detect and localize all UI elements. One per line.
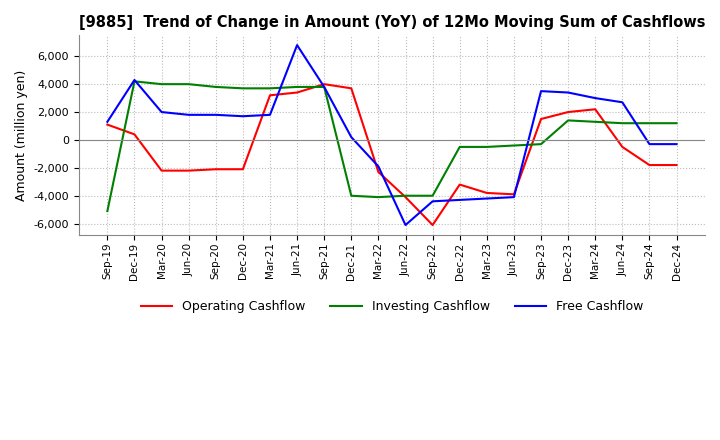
Investing Cashflow — [347, 193, 356, 198]
Operating Cashflow — [510, 192, 518, 197]
Investing Cashflow — [103, 209, 112, 214]
Operating Cashflow — [536, 117, 545, 122]
Free Cashflow — [320, 84, 328, 90]
Operating Cashflow — [212, 167, 220, 172]
Operating Cashflow — [320, 81, 328, 87]
Investing Cashflow — [618, 121, 626, 126]
Operating Cashflow — [401, 194, 410, 200]
Investing Cashflow — [672, 121, 681, 126]
Operating Cashflow — [157, 168, 166, 173]
Free Cashflow — [212, 112, 220, 117]
Operating Cashflow — [591, 106, 600, 112]
Investing Cashflow — [374, 194, 383, 200]
Free Cashflow — [536, 88, 545, 94]
Line: Free Cashflow: Free Cashflow — [107, 45, 677, 225]
Operating Cashflow — [564, 110, 572, 115]
Free Cashflow — [482, 196, 491, 201]
Free Cashflow — [184, 112, 193, 117]
Operating Cashflow — [374, 169, 383, 175]
Operating Cashflow — [238, 167, 247, 172]
Investing Cashflow — [130, 79, 139, 84]
Investing Cashflow — [482, 144, 491, 150]
Operating Cashflow — [455, 182, 464, 187]
Free Cashflow — [618, 99, 626, 105]
Operating Cashflow — [347, 86, 356, 91]
Free Cashflow — [401, 222, 410, 227]
Free Cashflow — [428, 199, 437, 204]
Free Cashflow — [510, 194, 518, 200]
Free Cashflow — [374, 164, 383, 169]
Investing Cashflow — [564, 118, 572, 123]
Investing Cashflow — [212, 84, 220, 90]
Investing Cashflow — [455, 144, 464, 150]
Operating Cashflow — [293, 90, 302, 95]
Y-axis label: Amount (million yen): Amount (million yen) — [15, 70, 28, 201]
Line: Investing Cashflow: Investing Cashflow — [107, 81, 677, 211]
Investing Cashflow — [645, 121, 654, 126]
Investing Cashflow — [157, 81, 166, 87]
Operating Cashflow — [618, 144, 626, 150]
Investing Cashflow — [266, 86, 274, 91]
Investing Cashflow — [536, 142, 545, 147]
Investing Cashflow — [510, 143, 518, 148]
Line: Operating Cashflow: Operating Cashflow — [107, 84, 677, 225]
Investing Cashflow — [428, 193, 437, 198]
Operating Cashflow — [103, 122, 112, 127]
Free Cashflow — [645, 142, 654, 147]
Free Cashflow — [238, 114, 247, 119]
Free Cashflow — [293, 42, 302, 48]
Free Cashflow — [266, 112, 274, 117]
Investing Cashflow — [591, 119, 600, 125]
Operating Cashflow — [428, 222, 437, 227]
Free Cashflow — [564, 90, 572, 95]
Operating Cashflow — [266, 93, 274, 98]
Investing Cashflow — [238, 86, 247, 91]
Free Cashflow — [591, 95, 600, 101]
Investing Cashflow — [401, 193, 410, 198]
Investing Cashflow — [293, 84, 302, 90]
Legend: Operating Cashflow, Investing Cashflow, Free Cashflow: Operating Cashflow, Investing Cashflow, … — [135, 295, 648, 318]
Operating Cashflow — [645, 162, 654, 168]
Free Cashflow — [103, 119, 112, 125]
Free Cashflow — [672, 142, 681, 147]
Free Cashflow — [455, 197, 464, 202]
Investing Cashflow — [184, 81, 193, 87]
Free Cashflow — [130, 77, 139, 83]
Investing Cashflow — [320, 84, 328, 90]
Free Cashflow — [347, 135, 356, 140]
Operating Cashflow — [482, 191, 491, 196]
Operating Cashflow — [184, 168, 193, 173]
Operating Cashflow — [130, 132, 139, 137]
Operating Cashflow — [672, 162, 681, 168]
Title: [9885]  Trend of Change in Amount (YoY) of 12Mo Moving Sum of Cashflows: [9885] Trend of Change in Amount (YoY) o… — [78, 15, 705, 30]
Free Cashflow — [157, 110, 166, 115]
